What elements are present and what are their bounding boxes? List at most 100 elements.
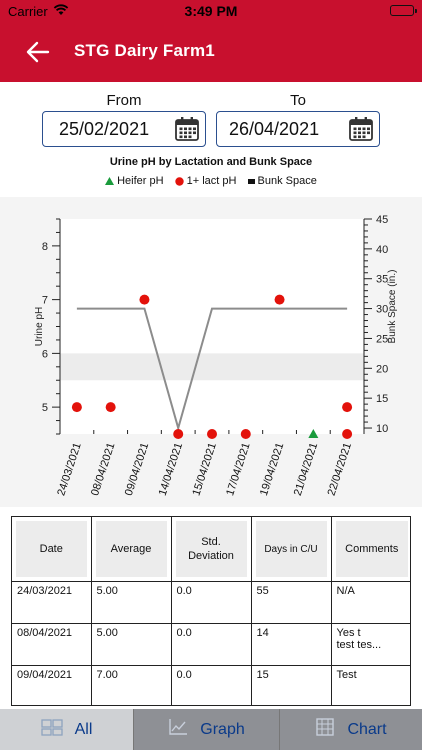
col-header-std-deviation: Std. Deviation	[171, 517, 252, 582]
heifer-ph-point	[308, 429, 319, 438]
cell-std: 0.0	[171, 581, 252, 624]
y2-axis-title: Bunk Space (in.)	[387, 270, 398, 344]
lact-ph-point	[342, 429, 353, 439]
y-tick-label: 6	[42, 348, 48, 360]
y-tick-label: 5	[42, 402, 48, 414]
cell-date: 09/04/2021	[12, 665, 92, 705]
plot-background	[60, 219, 364, 434]
urine-ph-chart: 5 6 7 8 10 15 20 25 30 35 40 45 24/03/2021 08/04/2021…	[34, 214, 398, 497]
tab-label: All	[74, 720, 93, 738]
y-axis-title: Urine pH	[34, 307, 45, 346]
carrier-label: Carrier	[8, 4, 48, 19]
calendar-icon[interactable]	[173, 115, 201, 148]
lact-ph-point	[207, 429, 217, 439]
tab-all[interactable]: All	[0, 709, 133, 750]
page-title: STG Dairy Farm1	[74, 41, 215, 60]
cell-std: 0.0	[171, 665, 252, 705]
legend-item-lact: 1+ lact pH	[174, 175, 237, 187]
y-tick-label: 7	[42, 295, 48, 307]
triangle-marker-icon	[105, 177, 115, 186]
col-header-date: Date	[12, 517, 92, 582]
graph-icon	[168, 718, 188, 741]
col-header-comments: Comments	[331, 517, 410, 582]
x-tick-label: 15/04/2021	[190, 441, 218, 497]
cell-date: 08/04/2021	[12, 623, 92, 666]
lact-ph-point	[71, 402, 82, 413]
y2-tick-label: 45	[376, 214, 388, 226]
cell-days: 15	[251, 665, 332, 705]
x-tick-label: 17/04/2021	[224, 441, 252, 497]
y2-tick-label: 35	[376, 274, 388, 286]
summary-table: Date Average Std. Deviation Days in C/U …	[11, 516, 411, 706]
table-row[interactable]: 08/04/2021 5.00 0.0 14 Yes t test tes...	[12, 623, 410, 666]
wifi-icon	[53, 3, 69, 22]
lact-ph-point	[173, 429, 184, 439]
cell-average: 5.00	[91, 581, 172, 624]
lact-ph-point	[105, 402, 116, 413]
from-date-value: 25/02/2021	[59, 119, 150, 139]
status-bar: Carrier 3:49 PM	[0, 0, 422, 22]
chart-title: Urine pH by Lactation and Bunk Space	[109, 156, 313, 168]
table-header-row: Date Average Std. Deviation Days in C/U …	[12, 517, 410, 582]
legend-item-bunk: Bunk Space	[247, 175, 317, 187]
x-tick-label: 08/04/2021	[89, 441, 117, 497]
clock: 3:49 PM	[184, 3, 238, 19]
tab-graph[interactable]: Graph	[133, 709, 279, 750]
x-tick-label: 19/04/2021	[258, 441, 286, 497]
to-date-field[interactable]: 26/04/2021	[216, 111, 380, 147]
y2-tick-label: 10	[376, 423, 388, 435]
table-row[interactable]: 24/03/2021 5.00 0.0 55 N/A	[12, 581, 410, 624]
legend-item-heifer: Heifer pH	[105, 175, 164, 187]
lact-ph-point	[274, 294, 285, 305]
calendar-icon[interactable]	[347, 115, 375, 148]
cell-comments: Yes t test tes...	[331, 623, 410, 666]
cell-days: 55	[251, 581, 332, 624]
chart-legend: Heifer pH 1+ lact pH Bunk Space	[0, 175, 422, 187]
all-icon	[40, 718, 63, 741]
col-header-average: Average	[91, 517, 172, 582]
y2-tick-label: 40	[376, 244, 388, 256]
tab-label: Graph	[200, 720, 245, 738]
legend-label: Heifer pH	[117, 175, 164, 187]
lact-ph-point	[139, 294, 150, 305]
table-row[interactable]: 09/04/2021 7.00 0.0 15 Test	[12, 665, 410, 705]
cell-average: 7.00	[91, 665, 172, 705]
legend-label: 1+ lact pH	[186, 175, 237, 187]
y-tick-label: 8	[42, 241, 48, 253]
to-label: To	[290, 92, 306, 109]
y2-tick-label: 25	[376, 333, 388, 345]
chart-area: 5 6 7 8 10 15 20 25 30 35 40 45 24/03/2021 08/04/2021…	[0, 197, 422, 507]
reference-band	[60, 353, 364, 381]
bunk-space-line	[76, 307, 348, 432]
x-tick-label: 09/04/2021	[123, 441, 151, 497]
dot-marker-icon	[174, 176, 184, 186]
y2-tick-label: 20	[376, 363, 388, 375]
cell-date: 24/03/2021	[12, 581, 92, 624]
legend-label: Bunk Space	[257, 175, 317, 187]
lact-ph-point	[342, 402, 353, 413]
col-header-days: Days in C/U	[251, 517, 332, 582]
back-arrow-icon[interactable]	[24, 38, 52, 66]
x-tick-label: 21/04/2021	[292, 441, 320, 497]
x-tick-label: 24/03/2021	[55, 441, 83, 497]
y2-tick-label: 30	[376, 304, 388, 316]
battery-icon	[390, 5, 417, 16]
x-tick-label: 14/04/2021	[157, 441, 185, 497]
cell-average: 5.00	[91, 623, 172, 666]
cell-comments: Test	[331, 665, 410, 705]
to-date-value: 26/04/2021	[229, 119, 320, 139]
cell-days: 14	[251, 623, 332, 666]
nav-bar: STG Dairy Farm1	[0, 22, 422, 82]
from-label: From	[106, 92, 142, 109]
tab-label: Chart	[347, 720, 387, 738]
cell-std: 0.0	[171, 623, 252, 666]
chart-icon	[315, 718, 335, 741]
tab-chart[interactable]: Chart	[279, 709, 422, 750]
x-tick-label: 22/04/2021	[326, 441, 354, 497]
lact-ph-point	[240, 429, 251, 439]
line-marker-icon	[247, 178, 255, 184]
y2-tick-label: 15	[376, 393, 388, 405]
bottom-tab-bar: All Graph Chart	[0, 709, 422, 750]
cell-comments: N/A	[331, 581, 410, 624]
from-date-field[interactable]: 25/02/2021	[42, 111, 206, 147]
